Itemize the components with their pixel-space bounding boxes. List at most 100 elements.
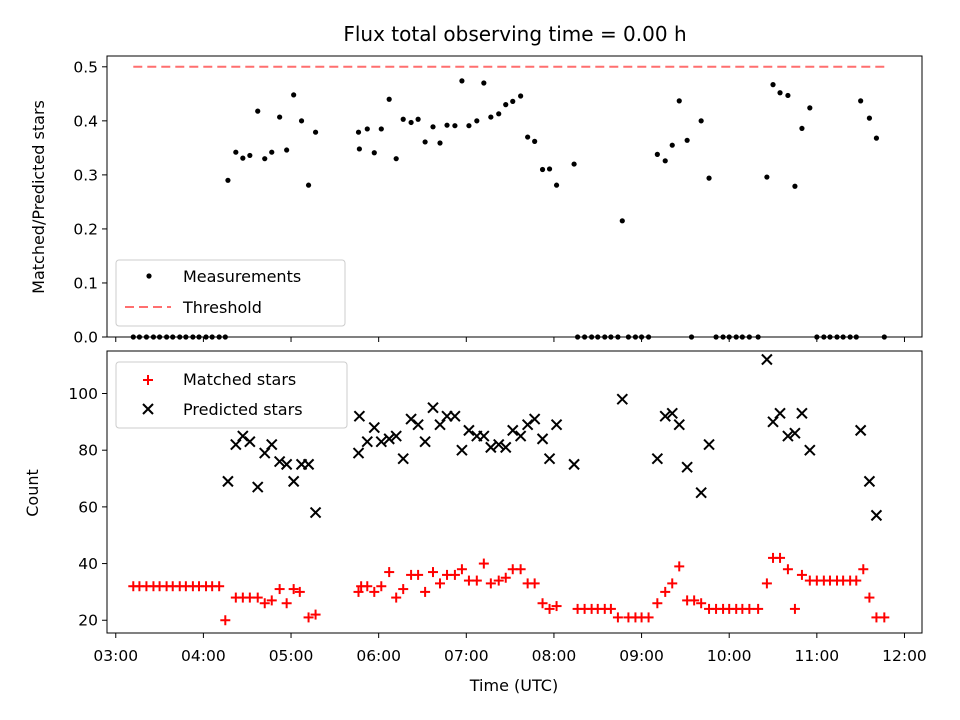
top-y-ticks: 0.0 0.1 0.2 0.3 0.4 0.5 [73,58,107,347]
measurement-point [539,166,546,173]
matched-stars-point [537,598,548,609]
predicted-stars-point [761,353,773,366]
measurement-point [459,78,465,84]
predicted-stars-point [616,393,628,405]
chart-title: Flux total observing time = 0.00 h [343,22,686,46]
matched-stars-point [782,564,793,575]
matched-stars-point [796,569,807,580]
predicted-stars-point [449,410,461,422]
predicted-stars-point [222,475,234,488]
legend-threshold-label: Threshold [182,298,262,317]
predicted-stars-point [695,487,707,499]
top-panel: Flux total observing time = 0.00 h Match… [29,22,923,347]
measurement-point [785,92,791,99]
measurement-point [355,129,362,135]
bottom-legend: Matched stars Predicted stars [115,361,348,429]
bottom-ytick-label: 60 [78,498,98,516]
legend-predicted-label: Predicted stars [183,400,303,419]
measurement-point [488,114,494,120]
matched-stars-point [689,595,700,606]
bottom-xtick-label: 09:00 [619,647,664,665]
predicted-stars-point [507,424,519,437]
matched-stars-point [864,592,875,603]
measurement-point [247,152,253,159]
predicted-stars-point [280,458,293,471]
bottom-xtick-label: 03:00 [93,647,138,665]
legend-measurements-label: Measurements [183,267,301,286]
bottom-xtick-label: 11:00 [795,647,840,665]
measurement-point [386,96,392,102]
measurement-point [422,139,428,145]
matched-stars-point [259,598,270,609]
predicted-stars-point [673,418,685,431]
bottom-xtick-label: 12:00 [882,647,927,665]
predicted-stars-point [796,407,808,420]
predicted-stars-point [368,421,380,434]
matched-stars-point [413,569,424,580]
predicted-stars-point [789,427,801,439]
measurement-point [298,118,305,124]
matched-stars-point [674,561,685,572]
predicted-stars-point [568,458,580,471]
bottom-ytick-label: 40 [78,555,98,573]
bottom-ytick-label: 100 [68,385,98,403]
matched-stars-point [376,581,387,592]
measurement-point [466,123,472,129]
predicted-stars-point [352,447,365,459]
measurement-point [799,125,805,132]
matched-stars-point [551,601,562,612]
top-ytick-label: 0.4 [73,112,98,130]
predicted-stars-point [767,416,779,428]
measurement-point [262,156,268,162]
matched-stars-point [879,612,890,623]
predicted-stars-point [390,430,402,442]
top-legend-box [115,259,346,327]
predicted-stars-point [651,452,664,465]
predicted-stars-point [397,452,409,465]
bottom-ytick-label: 80 [78,442,98,460]
predicted-stars-point [666,407,678,420]
matched-stars-point [471,575,482,586]
measurement-point [676,98,682,104]
matched-stars-point [478,558,489,569]
matched-stars-point [369,586,380,597]
predicted-stars-point [252,481,264,493]
predicted-stars-point [550,418,563,431]
bottom-ytick-label: 20 [78,612,98,630]
predicted-stars-point [412,418,424,431]
measurement-point [873,135,880,141]
predicted-stars-point [273,455,286,468]
measurement-point [684,137,690,143]
matched-stars-point [266,595,277,606]
predicted-stars-point [681,461,693,473]
predicted-stars-point [528,413,541,425]
predicted-stars-point [659,410,671,422]
measurement-point [518,93,524,99]
top-ytick-label: 0.0 [73,329,98,347]
predicted-stars-point [854,424,867,437]
bottom-xtick-label: 10:00 [707,647,752,665]
bottom-xtick-label: 04:00 [181,647,226,665]
measurement-point [356,146,362,152]
predicted-stars-point [309,506,322,519]
bottom-axes-frame [106,350,923,634]
predicted-stars-point [287,475,300,488]
predicted-stars-point [353,410,366,422]
matched-stars-point [605,603,616,614]
matched-stars-point [485,578,496,589]
matched-stars-point [643,612,654,623]
predicted-stars-point [478,430,490,442]
matched-stars-point [660,586,671,597]
bottom-xtick-label: 05:00 [269,647,314,665]
measurement-point [619,218,625,224]
measurement-point [408,119,414,126]
predicted-stars-point [536,433,549,445]
matched-stars-point [744,603,755,614]
measurement-point [378,126,384,132]
matched-stars-point [391,592,402,603]
predicted-stars-point [804,444,816,456]
measurement-point [233,149,239,155]
matched-stars-point [214,581,225,592]
